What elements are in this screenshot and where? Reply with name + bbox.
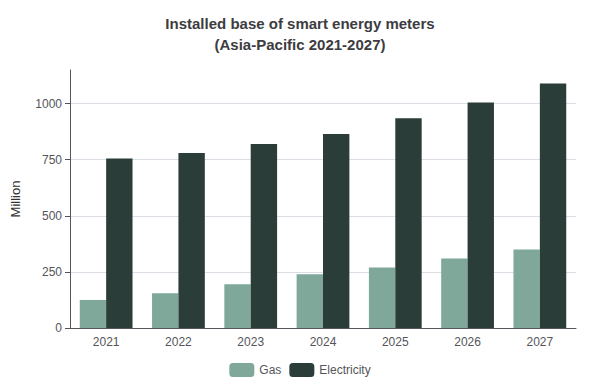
svg-text:Gas: Gas <box>259 363 281 377</box>
svg-text:2023: 2023 <box>237 335 264 349</box>
svg-text:Million: Million <box>8 181 23 218</box>
svg-text:Electricity: Electricity <box>319 363 370 377</box>
svg-text:500: 500 <box>42 209 62 223</box>
svg-text:750: 750 <box>42 153 62 167</box>
svg-text:Installed base of smart energy: Installed base of smart energy meters <box>165 15 434 32</box>
svg-text:1000: 1000 <box>35 97 62 111</box>
svg-text:2022: 2022 <box>165 335 192 349</box>
svg-text:0: 0 <box>55 321 62 335</box>
svg-text:2026: 2026 <box>454 335 481 349</box>
svg-text:250: 250 <box>42 265 62 279</box>
svg-text:2024: 2024 <box>310 335 337 349</box>
svg-text:2021: 2021 <box>93 335 120 349</box>
svg-text:2025: 2025 <box>382 335 409 349</box>
svg-text:2027: 2027 <box>527 335 554 349</box>
svg-text:(Asia-Pacific 2021-2027): (Asia-Pacific 2021-2027) <box>215 36 386 53</box>
